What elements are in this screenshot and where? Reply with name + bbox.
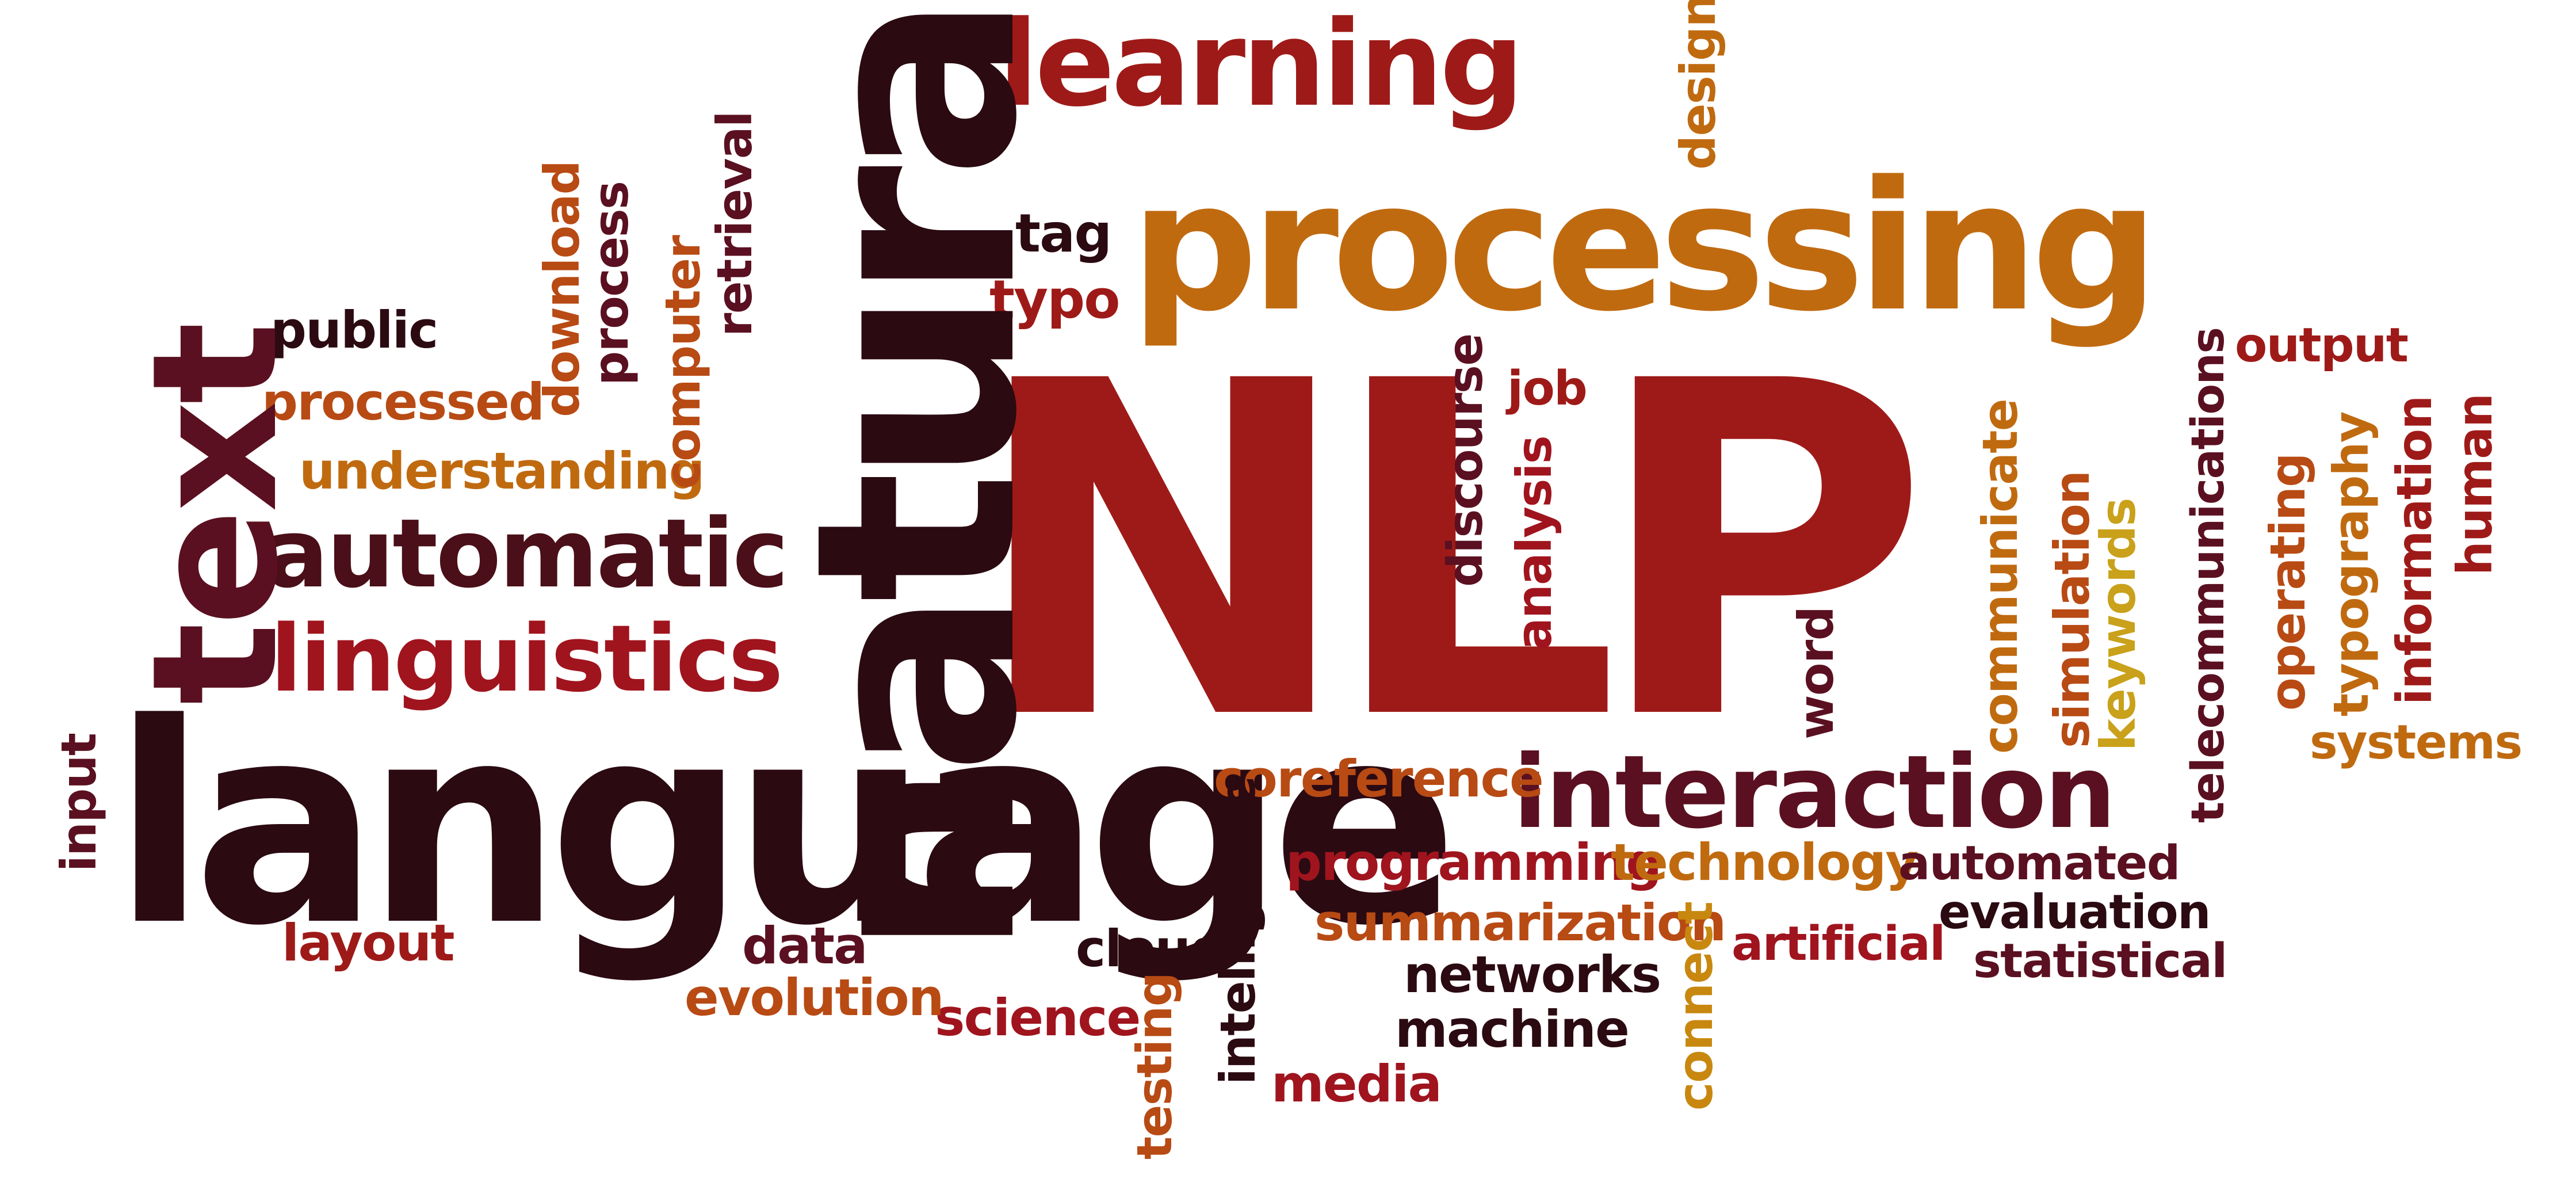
word-design: design xyxy=(1670,0,1726,170)
word-linguistics: linguistics xyxy=(270,605,783,712)
word-testing: testing xyxy=(1126,973,1183,1160)
word-technology: technology xyxy=(1611,833,1918,892)
word-retrieval: retrieval xyxy=(706,112,763,337)
word-telecommunications: telecommunications xyxy=(2183,327,2234,823)
word-analysis: analysis xyxy=(1506,436,1562,650)
word-media: media xyxy=(1271,1054,1442,1114)
word-summarization: summarization xyxy=(1314,893,1726,952)
word-operating: operating xyxy=(2260,453,2316,711)
word-job: job xyxy=(1507,361,1588,416)
word-layout: layout xyxy=(282,913,455,973)
word-understanding: understanding xyxy=(299,441,705,501)
word-public: public xyxy=(270,300,438,360)
word-evolution: evolution xyxy=(685,968,945,1027)
word-communicate: communicate xyxy=(1972,399,2028,754)
word-natural: natural xyxy=(756,0,1078,958)
word-discourse: discourse xyxy=(1437,334,1493,588)
word-programming: programming xyxy=(1286,833,1662,892)
word-data: data xyxy=(742,916,868,975)
word-artificial: artificial xyxy=(1732,917,1946,971)
word-connect: connect xyxy=(1667,902,1723,1111)
word-download: download xyxy=(534,161,590,417)
word-science: science xyxy=(935,988,1141,1047)
word-networks: networks xyxy=(1404,945,1661,1004)
word-evaluation: evaluation xyxy=(1939,885,2211,940)
word-processing: processing xyxy=(1130,143,2159,351)
word-computer: computer xyxy=(655,235,711,489)
word-human: human xyxy=(2447,394,2503,575)
word-keywords: keywords xyxy=(2090,498,2146,751)
word-simulation: simulation xyxy=(2044,471,2100,748)
word-interaction: interaction xyxy=(1513,734,2116,851)
word-text: text xyxy=(115,325,316,705)
word-output: output xyxy=(2235,318,2409,373)
word-learning: learning xyxy=(998,0,1524,133)
word-typo: typo xyxy=(989,269,1120,330)
word-input: input xyxy=(51,733,107,872)
word-machine: machine xyxy=(1395,1000,1630,1059)
word-automatic: automatic xyxy=(265,498,789,609)
word-information: information xyxy=(2386,396,2443,705)
word-processed: processed xyxy=(262,372,545,432)
word-coreference: coreference xyxy=(1214,749,1544,809)
word-cloud: cloud xyxy=(1076,919,1226,978)
word-nlp: NLP xyxy=(969,284,1930,821)
word-typography: typography xyxy=(2323,412,2379,716)
word-systems: systems xyxy=(2310,715,2523,770)
word-language: language xyxy=(112,665,1459,986)
word-process: process xyxy=(583,181,639,386)
word-word: word xyxy=(1788,607,1844,739)
word-tag: tag xyxy=(1015,203,1112,264)
word-automated: automated xyxy=(1898,836,2180,891)
word-intelligence: intelligence xyxy=(1210,776,1266,1085)
word-statistical: statistical xyxy=(1973,934,2227,989)
